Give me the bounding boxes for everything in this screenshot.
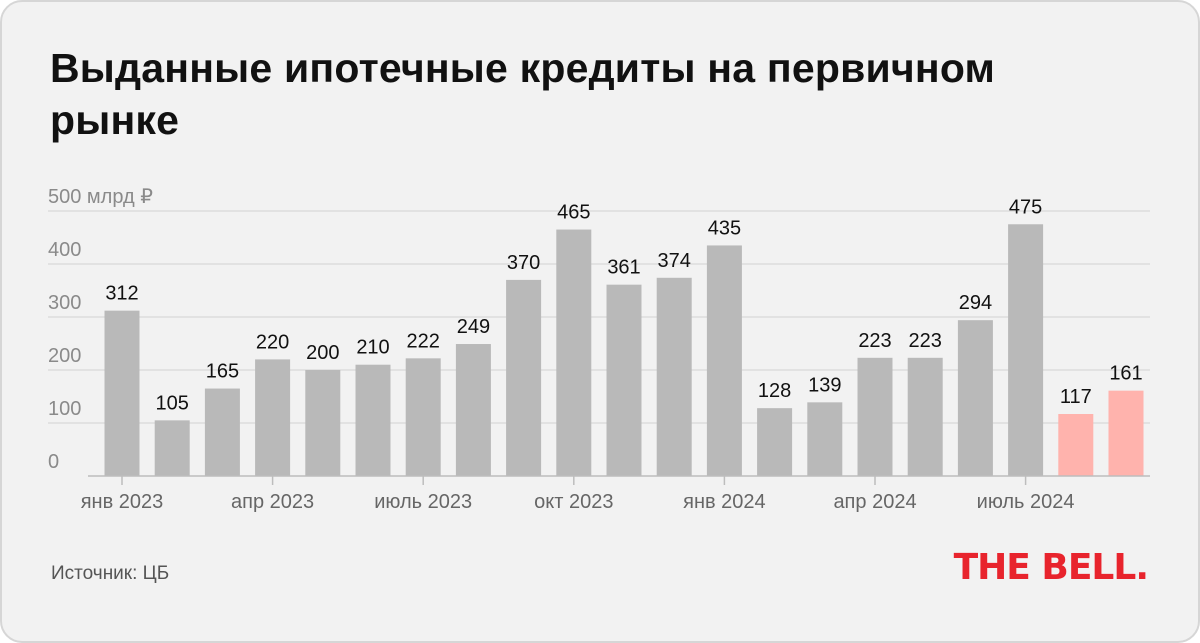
bar: [255, 359, 291, 476]
bar: [907, 357, 943, 476]
bar-value-label: 249: [457, 316, 490, 338]
bar: [355, 364, 391, 476]
bar: [556, 229, 592, 476]
bar-value-label: 222: [407, 330, 440, 352]
x-tick-label: янв 2024: [683, 491, 766, 513]
source-note: Источник: ЦБ: [51, 563, 170, 584]
x-tick-label: апр 2024: [833, 491, 916, 513]
bar: [706, 245, 742, 476]
bar: [857, 357, 893, 476]
bar-value-label: 435: [708, 217, 741, 239]
bar-value-label: 223: [909, 330, 942, 352]
x-tick-label: янв 2023: [81, 491, 164, 513]
y-tick-label: 500 млрд ₽: [48, 186, 153, 208]
bar-value-label: 139: [808, 374, 841, 396]
bar-value-label: 475: [1009, 196, 1042, 218]
y-tick-label: 100: [48, 398, 81, 420]
bar-value-label: 200: [306, 342, 339, 364]
bar: [757, 408, 793, 476]
bar-value-label: 117: [1060, 386, 1092, 408]
bar-value-label: 210: [356, 337, 389, 359]
bar: [305, 370, 341, 476]
bar: [606, 284, 642, 476]
y-tick-label: 400: [48, 239, 81, 261]
bar: [1108, 390, 1144, 476]
bar: [455, 344, 491, 476]
bar: [405, 358, 441, 476]
bar: [807, 402, 843, 476]
bar-value-label: 312: [105, 283, 138, 305]
x-tick-label: апр 2023: [231, 491, 314, 513]
x-tick-label: июль 2024: [977, 491, 1075, 513]
bar-value-label: 105: [156, 392, 189, 414]
bar: [154, 420, 190, 476]
x-tick-label: июль 2023: [374, 491, 472, 513]
bar-value-label: 370: [507, 252, 540, 274]
bar: [1058, 413, 1094, 476]
y-tick-label: 0: [48, 451, 59, 473]
chart-title: Выданные ипотечные кредиты на первичном …: [50, 45, 996, 143]
bar-value-label: 165: [206, 361, 239, 383]
bar-value-label: 374: [658, 250, 691, 272]
bar: [656, 277, 692, 476]
bar-value-label: 294: [959, 292, 992, 314]
bar-value-label: 220: [256, 331, 289, 353]
bar: [957, 320, 993, 476]
the-bell-logo: THE BELL.: [953, 547, 1149, 588]
bar: [204, 388, 240, 476]
bar-value-label: 223: [858, 330, 891, 352]
y-tick-label: 200: [48, 345, 81, 367]
bar-value-label: 161: [1109, 363, 1142, 385]
bar-value-label: 128: [758, 380, 791, 402]
bar-value-label: 465: [557, 202, 590, 224]
bar: [1008, 224, 1044, 476]
y-tick-label: 300: [48, 292, 81, 314]
bar: [506, 279, 542, 476]
bar: [104, 310, 140, 476]
bar-value-label: 361: [607, 257, 640, 279]
x-tick-label: окт 2023: [534, 491, 613, 513]
